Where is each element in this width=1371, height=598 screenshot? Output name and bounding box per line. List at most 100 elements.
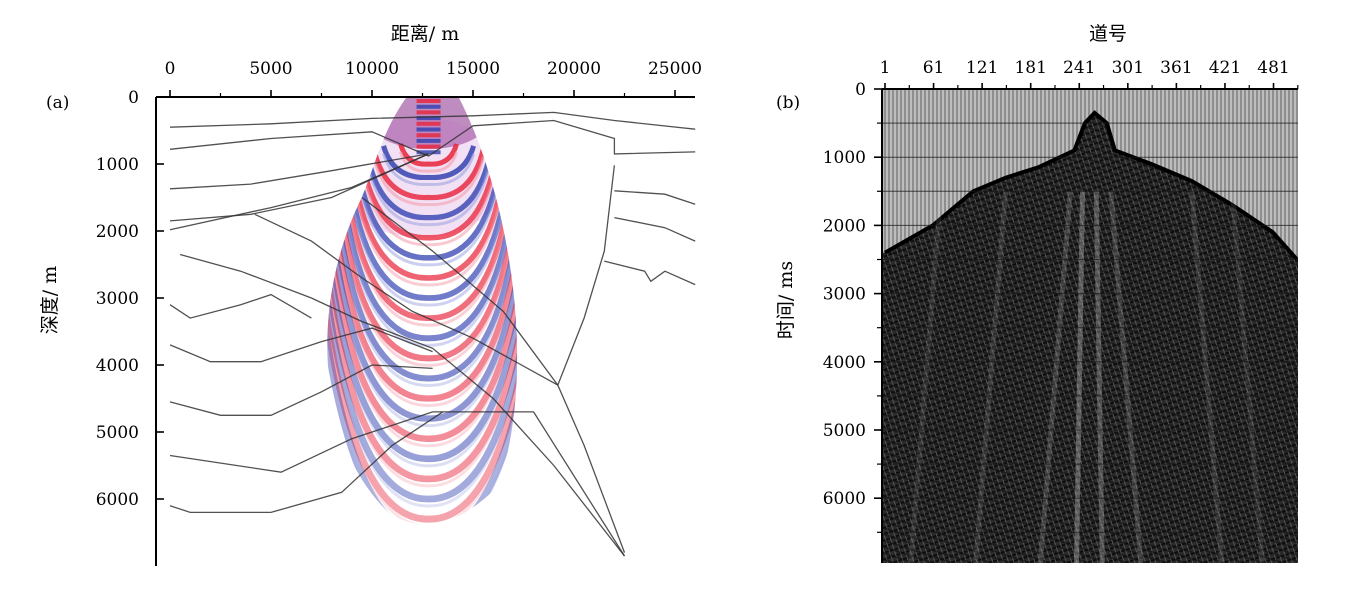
- panel-label-b: (b): [776, 93, 800, 113]
- wavefront-arc-faint: [354, 164, 504, 267]
- interface-line: [254, 213, 559, 386]
- interface-line: [169, 119, 696, 157]
- wavefront-arc-faint: [327, 195, 518, 488]
- y-tick-label-a: 1000: [96, 155, 139, 175]
- interface-lines: [169, 111, 696, 557]
- interface-line: [169, 327, 433, 363]
- trace-streak: [908, 191, 944, 563]
- x-tick-label-b: 181: [1014, 58, 1046, 78]
- wavefront-arc-faint: [327, 201, 518, 525]
- y-tick-label-a: 6000: [96, 490, 139, 510]
- x-tick-label-b: 1: [880, 58, 891, 78]
- first-arrival: [884, 110, 1298, 261]
- panel-b: 1 61 121 181 241 301 361 421 481 0 1000 2000 3000 400…: [775, 23, 1299, 563]
- wavefront-arc: [343, 162, 514, 301]
- wavefront-arc: [327, 182, 518, 442]
- wavefront-arc-faint: [337, 176, 518, 347]
- y-tick-label-b: 5000: [823, 421, 866, 441]
- trace-streak: [1108, 191, 1144, 563]
- x-axis-title-a: 距离/ m: [391, 23, 459, 45]
- x-tick-label-b: 481: [1257, 58, 1289, 78]
- wavefront-arc-faint: [341, 173, 516, 327]
- wavefront-arc: [398, 143, 459, 167]
- wavefront-arc-faint: [365, 159, 493, 227]
- panel-label-a: (a): [46, 93, 69, 113]
- axes-b: 1 61 121 181 241 301 361 421 481 0 1000 2000 3000 400…: [823, 58, 1299, 563]
- y-axis-title-b: 时间/ ms: [775, 261, 797, 339]
- wavefront-arc: [358, 153, 500, 241]
- interface-line: [169, 111, 696, 130]
- wavefront-arc: [327, 187, 518, 483]
- trace-streak: [1074, 191, 1086, 563]
- trace-streak: [1037, 191, 1073, 563]
- wavefront-arc: [327, 179, 518, 422]
- y-tick-label-b: 3000: [823, 285, 866, 305]
- trace-streak: [1189, 191, 1225, 563]
- wavefront-arc: [381, 145, 477, 180]
- interface-line: [169, 153, 429, 231]
- wavefront-arc: [327, 195, 518, 525]
- x-tick-label-b: 361: [1160, 58, 1192, 78]
- x-tick-label-b: 121: [966, 58, 998, 78]
- x-axis-title-b: 道号: [1089, 23, 1127, 45]
- wavefront-arc-faint: [331, 181, 518, 387]
- x-tick-label-a: 25000: [648, 59, 702, 79]
- interface-line: [169, 411, 626, 557]
- wavefront-arc: [329, 173, 518, 382]
- x-tick-label-a: 10000: [345, 59, 399, 79]
- y-tick-label-a: 5000: [96, 423, 139, 443]
- interface-line: [169, 153, 429, 190]
- y-tick-label-a: 3000: [96, 289, 139, 309]
- wavefront-arc-faint: [345, 170, 512, 307]
- wavefront-arc-faint: [327, 190, 518, 448]
- wavefront-arc-faint: [327, 184, 518, 408]
- x-tick-label-b: 61: [923, 58, 945, 78]
- y-tick-label-b: 4000: [823, 353, 866, 373]
- axes-a: 0 5000 10000 15000 20000 25000 0 1000 2000 3000 40…: [96, 59, 702, 566]
- interface-line: [179, 253, 626, 557]
- x-tick-label-b: 301: [1112, 58, 1144, 78]
- wavefront-arc-faint: [327, 198, 518, 508]
- y-tick-label-b: 2000: [823, 216, 866, 236]
- wavefront-arc: [336, 167, 518, 342]
- interface-line: [614, 216, 696, 242]
- y-tick-label-a: 2000: [96, 222, 139, 242]
- wavefront-arc: [348, 159, 509, 281]
- wavefront-arc: [327, 176, 518, 402]
- y-tick-label-a: 4000: [96, 356, 139, 376]
- x-tick-label-a: 5000: [249, 59, 292, 79]
- x-tick-label-a: 0: [165, 59, 176, 79]
- y-tick-label-b: 6000: [823, 489, 866, 509]
- y-tick-label-b: 0: [855, 80, 866, 100]
- y-tick-label-b: 1000: [823, 148, 866, 168]
- x-tick-label-b: 241: [1063, 58, 1095, 78]
- wavefront-arc-faint: [372, 156, 485, 207]
- interface-line: [604, 260, 696, 286]
- wavefront-arc: [327, 190, 518, 503]
- wavefront-arc-faint: [349, 167, 508, 287]
- wavefront-arc: [327, 184, 518, 463]
- wavefront-arc-faint: [334, 178, 518, 367]
- y-axis-title-a: 深度/ m: [39, 266, 61, 334]
- wavefront-arc: [327, 193, 518, 523]
- panel-a: 0 5000 10000 15000 20000 25000 0 1000 2000 3000 40…: [39, 23, 702, 566]
- seismic-gather: [882, 89, 1298, 563]
- trace-streak: [1093, 191, 1105, 563]
- trace-streak: [1229, 191, 1265, 563]
- wavefront-arc: [363, 150, 494, 221]
- wavefront-arc: [352, 156, 505, 261]
- interface-line: [169, 411, 444, 514]
- x-tick-label-a: 15000: [446, 59, 500, 79]
- x-tick-label-a: 20000: [547, 59, 601, 79]
- wavefront-arc-faint: [399, 151, 459, 173]
- interface-line: [557, 165, 616, 386]
- interface-line: [169, 364, 433, 416]
- wavefront-arc-faint: [327, 192, 518, 468]
- interface-line: [361, 196, 626, 553]
- wavefront-arc: [332, 170, 518, 362]
- y-tick-label-a: 0: [128, 88, 139, 108]
- interface-line: [169, 293, 312, 319]
- trace-streak: [973, 191, 1009, 563]
- interface-line: [614, 190, 696, 205]
